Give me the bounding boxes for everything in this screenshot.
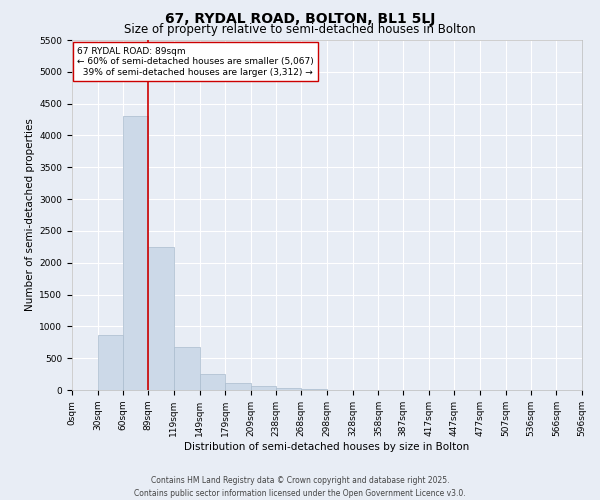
Bar (124, 116, 148, 390)
Text: Contains HM Land Registry data © Crown copyright and database right 2025.
Contai: Contains HM Land Registry data © Crown c… (134, 476, 466, 498)
Bar (225, 383, 251, 390)
Bar (98, 336, 124, 390)
Text: 67, RYDAL ROAD, BOLTON, BL1 5LJ: 67, RYDAL ROAD, BOLTON, BL1 5LJ (165, 12, 435, 26)
Bar (174, 348, 199, 390)
Bar (148, 247, 174, 390)
Text: 67 RYDAL ROAD: 89sqm
← 60% of semi-detached houses are smaller (5,067)
  39% of : 67 RYDAL ROAD: 89sqm ← 60% of semi-detac… (77, 47, 314, 77)
Text: Size of property relative to semi-detached houses in Bolton: Size of property relative to semi-detach… (124, 22, 476, 36)
Bar (251, 386, 275, 390)
Bar (275, 388, 301, 390)
Y-axis label: Number of semi-detached properties: Number of semi-detached properties (25, 118, 35, 312)
Bar (199, 374, 225, 390)
X-axis label: Distribution of semi-detached houses by size in Bolton: Distribution of semi-detached houses by … (184, 442, 470, 452)
